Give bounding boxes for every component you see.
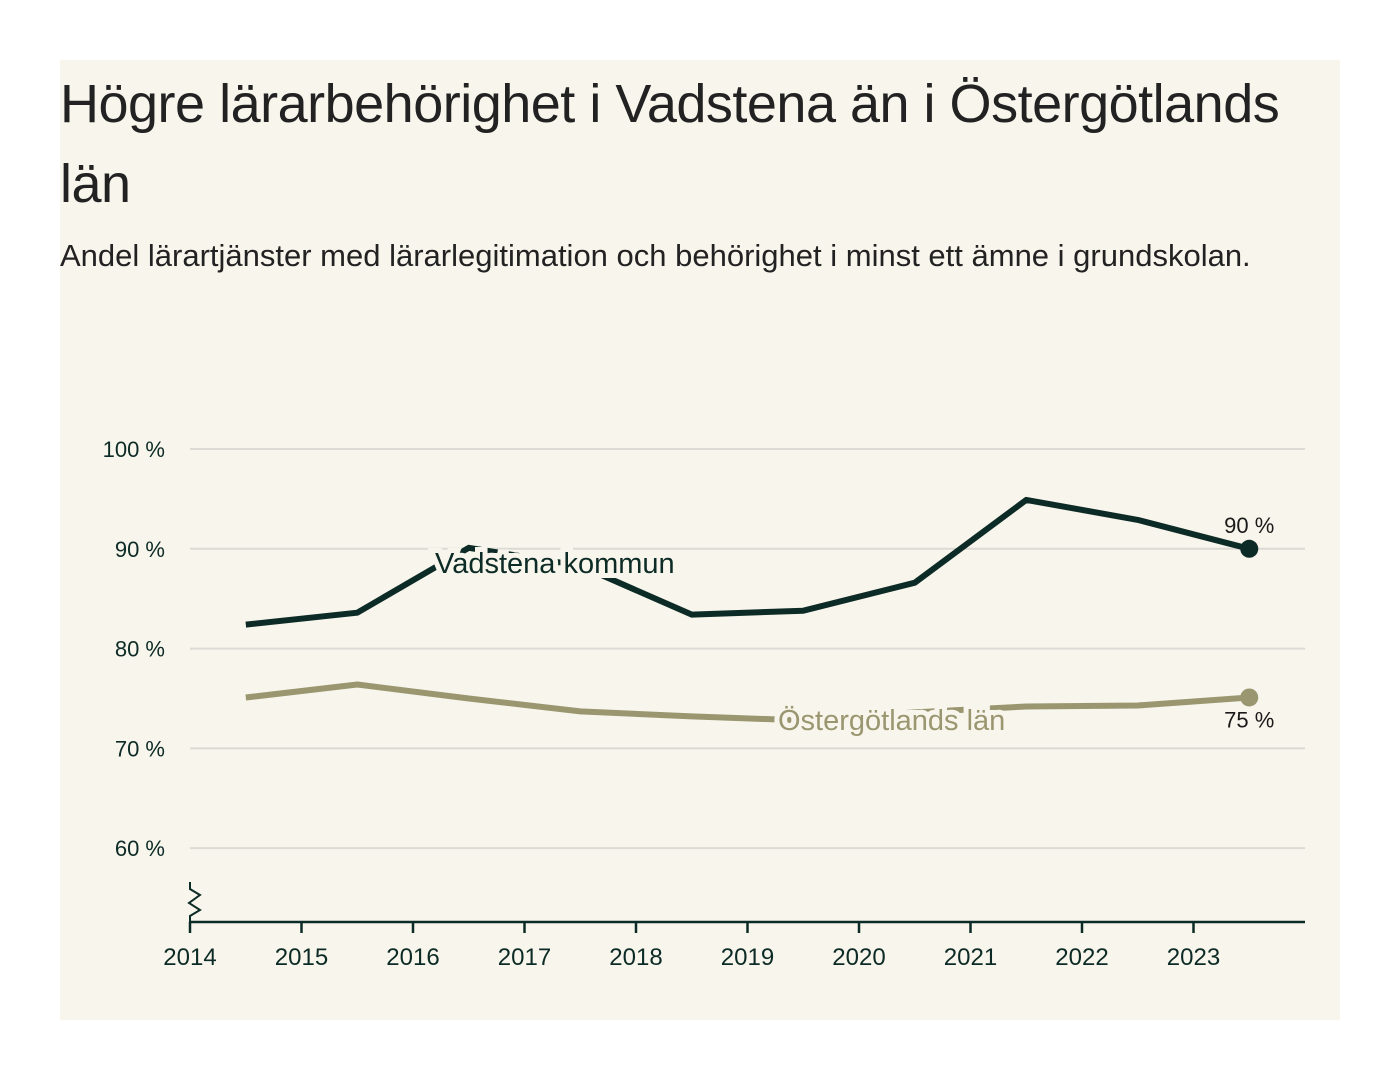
data-point [243,622,249,628]
x-axis: 2014 2015 2016 2017 2018 2019 2020 2021 2022 2023 [163,882,1305,971]
series-labels: Vadstena kommun Östergötlands län 90 % 7… [430,513,1274,742]
y-tick-label: 80 % [115,637,165,662]
chart-panel: Högre lärarbehörighet i Vadstena än i Ös… [60,60,1340,1020]
x-tick-label: 2022 [1055,944,1108,971]
data-point [354,610,360,616]
chart-subtitle: Andel lärartjänster med lärarlegitimatio… [60,238,1251,273]
x-tick-label: 2020 [832,944,885,971]
end-point-marker [1240,539,1259,558]
series-label-vadstena: Vadstena kommun [435,548,675,580]
x-tick-label: 2019 [721,944,774,971]
series-label-ostergotland: Östergötlands län [778,705,1005,737]
end-value-label-vadstena: 90 % [1224,513,1274,538]
x-tick-label: 2023 [1167,944,1220,971]
data-point [1135,702,1141,708]
data-point [800,608,806,614]
end-point-marker [1240,688,1259,707]
end-value-label-ostergotland: 75 % [1224,707,1274,732]
data-point [1023,703,1029,709]
y-axis-ticks: 60 % 70 % 80 % 90 % 100 % [103,437,165,861]
data-point [577,708,583,714]
series-lines [243,496,1259,724]
x-tick-label: 2014 [163,944,216,971]
y-tick-label: 70 % [115,736,165,761]
axis-break-icon [187,882,202,922]
x-tick-label: 2018 [609,944,662,971]
data-point [466,695,472,701]
data-point [243,694,249,700]
chart-title: Högre lärarbehörighet i Vadstena än i Ös… [60,74,1280,214]
y-tick-label: 100 % [103,437,165,462]
line-chart: 60 %70 %80 %90 %100 % 2014 2015 2016 2017 20… [103,437,1305,971]
data-point [1135,517,1141,523]
x-tick-label: 2016 [386,944,439,971]
data-point [912,580,918,586]
y-tick-label: 90 % [115,537,165,562]
data-point [689,612,695,618]
series-line-0 [245,496,1251,628]
data-point [354,682,360,688]
series-line-1 [245,681,1250,724]
x-tick-label: 2017 [498,944,551,971]
data-point [689,713,695,719]
gridlines [190,448,1305,850]
data-point [1023,497,1029,503]
y-tick-label: 60 % [115,836,165,861]
x-tick-label: 2021 [944,944,997,971]
x-tick-label: 2015 [275,944,328,971]
